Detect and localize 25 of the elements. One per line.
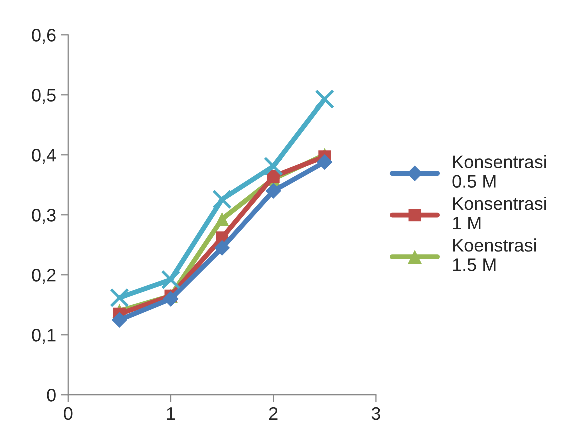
point bbox=[315, 90, 335, 110]
point bbox=[317, 154, 333, 170]
point bbox=[163, 291, 179, 307]
point bbox=[161, 270, 181, 290]
y-tick-label: 0,1 bbox=[32, 329, 56, 344]
point bbox=[110, 288, 130, 308]
point bbox=[112, 312, 128, 328]
y-tick-label: 0,4 bbox=[32, 149, 56, 164]
y-tick-label: 0 bbox=[47, 389, 56, 402]
x-tick-label: 0 bbox=[64, 407, 73, 420]
x-tick-label: 1 bbox=[167, 408, 176, 420]
y-tick-label: 0,5 bbox=[32, 89, 56, 104]
legend-label: Konsentrasi 1 M bbox=[453, 196, 546, 230]
y-tick-label: 0,3 bbox=[32, 209, 56, 224]
point bbox=[215, 212, 230, 226]
legend-label: Koenstrasi 1.5 M bbox=[453, 238, 536, 272]
point bbox=[214, 240, 230, 256]
point bbox=[264, 156, 284, 176]
y-tick-label: 0,6 bbox=[32, 29, 56, 44]
point bbox=[212, 190, 232, 210]
y-tick-label: 0,2 bbox=[32, 269, 56, 284]
x-tick-label: 2 bbox=[269, 407, 278, 420]
legend-label: Konsentrasi 0.5 M bbox=[452, 155, 546, 188]
x-tick-label: 3 bbox=[372, 407, 380, 420]
point bbox=[266, 183, 282, 199]
